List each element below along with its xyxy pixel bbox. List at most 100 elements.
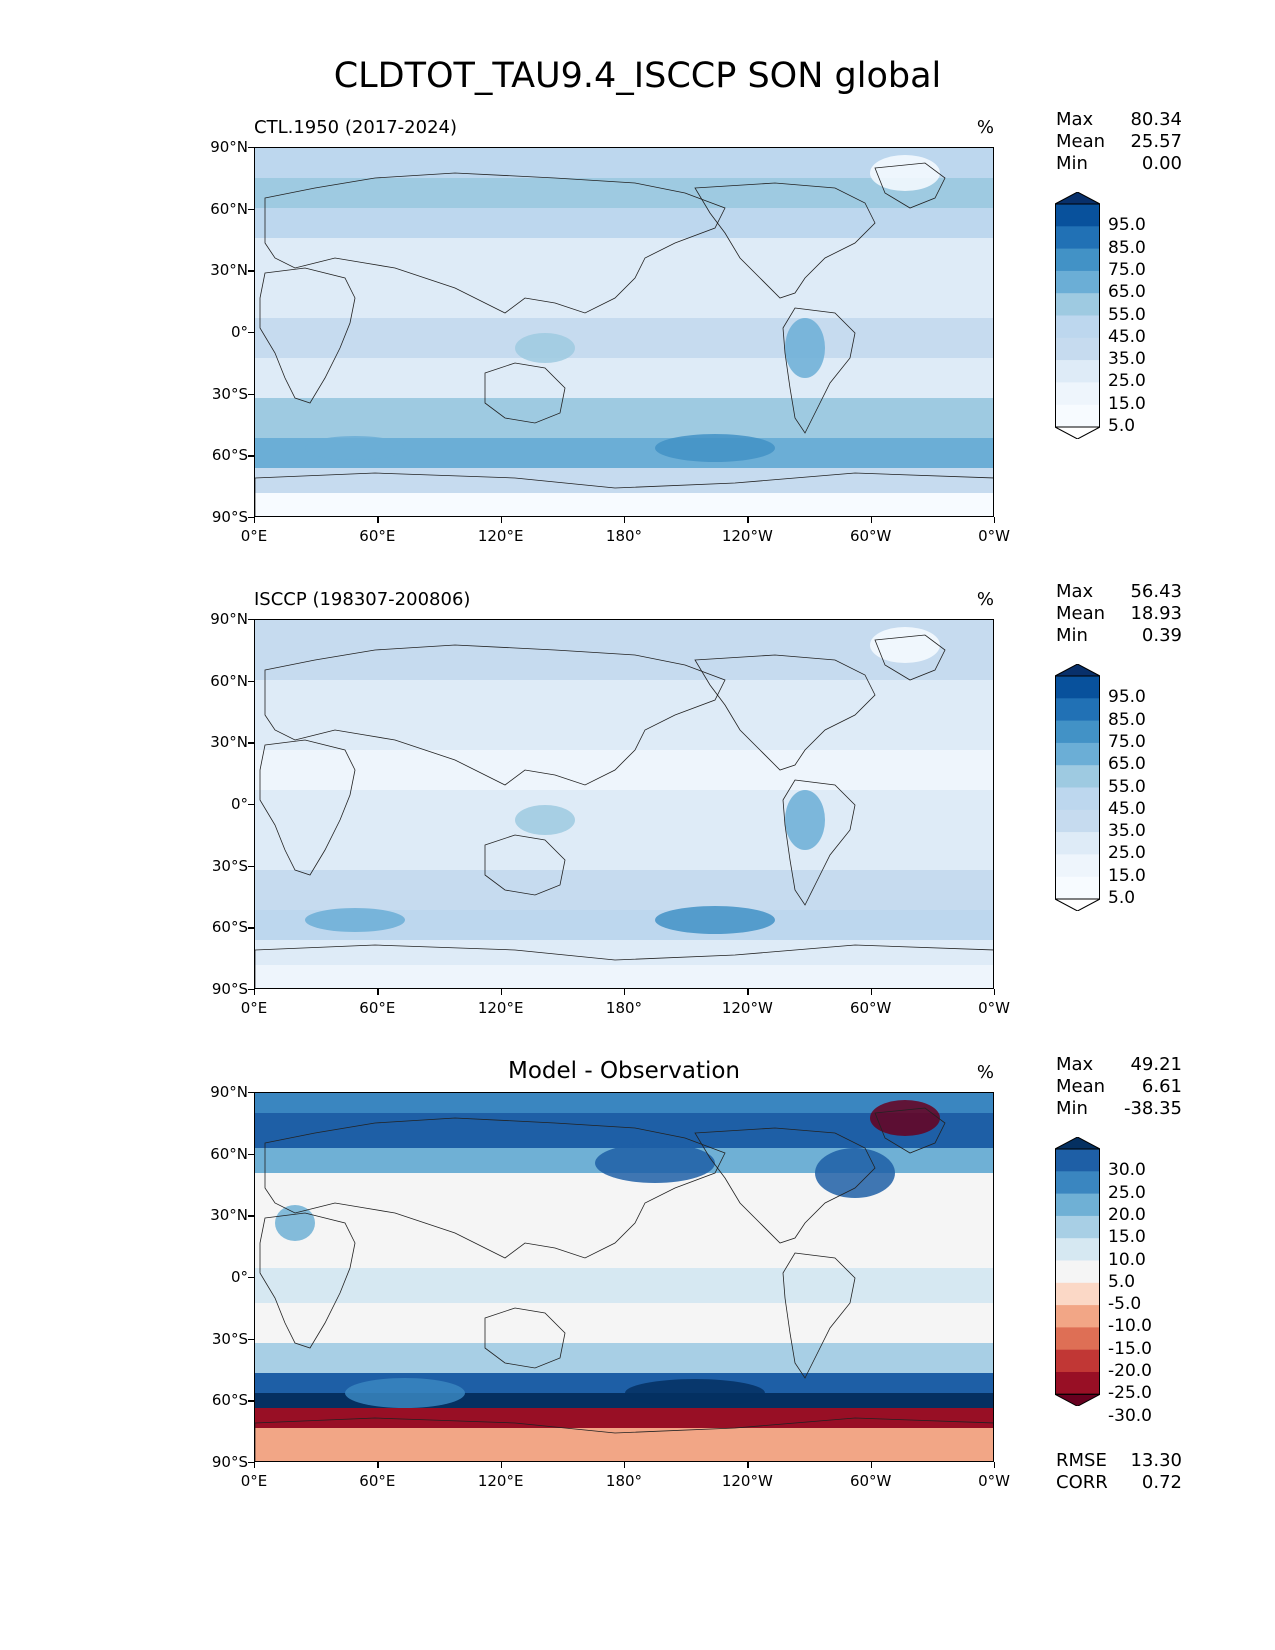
colorbar-outline: [1055, 675, 1100, 900]
colorbar-segment: [1055, 1371, 1100, 1395]
lat-tick-mark: [248, 393, 254, 395]
colorbar-extend-min: [1054, 898, 1101, 912]
stat-value: 0.00: [1141, 153, 1182, 174]
stat-value: 25.57: [1130, 131, 1182, 152]
lat-tick-label: 60°N: [210, 199, 248, 218]
field-blob: [515, 805, 575, 835]
field-band: [255, 1343, 993, 1373]
lon-tick-mark: [377, 989, 379, 995]
colorbar-tick-label: -30.0: [1108, 1405, 1152, 1426]
colorbar-tick-label: 95.0: [1108, 687, 1146, 708]
lat-tick-mark: [248, 804, 254, 806]
lat-tick-mark: [248, 1215, 254, 1217]
stat-label: Min: [1056, 625, 1088, 646]
lat-tick-label: 30°N: [210, 733, 248, 752]
lon-tick-mark: [500, 989, 502, 995]
lat-tick-mark: [248, 742, 254, 744]
colorbar-segment: [1055, 293, 1100, 316]
coastline: [694, 654, 876, 771]
lon-tick-mark: [624, 989, 626, 995]
colorbar: [1054, 191, 1101, 443]
field-blob: [595, 1143, 715, 1183]
coastline: [484, 834, 566, 896]
stat-label: Mean: [1056, 603, 1106, 624]
coastline: [264, 1117, 726, 1259]
coastline: [874, 1107, 946, 1154]
colorbar-tick-label: 25.0: [1108, 1182, 1146, 1203]
lat-tick-mark: [248, 147, 254, 149]
lon-tick-label: 0°E: [240, 1472, 268, 1490]
colorbar-segment: [1055, 676, 1100, 699]
field-band: [255, 1203, 993, 1233]
stat-label: RMSE: [1056, 1450, 1107, 1471]
colorbar-extend-max: [1054, 663, 1101, 677]
colorbar-segment: [1055, 698, 1100, 722]
colorbar-segment: [1055, 854, 1100, 878]
colorbar-extend-min: [1054, 1393, 1101, 1407]
colorbar-segment: [1055, 1238, 1100, 1261]
colorbar-segment: [1055, 1305, 1100, 1328]
lon-tick-label: 180°: [605, 999, 643, 1017]
coastline: [264, 644, 726, 786]
field-band: [255, 1428, 993, 1461]
lon-tick-mark: [870, 517, 872, 523]
field-blob: [785, 790, 825, 850]
colorbar-tick-label: 65.0: [1108, 282, 1146, 303]
stat-value: 80.34: [1130, 109, 1182, 130]
stats-box: Max 49.21 Mean 6.61 Min -38.35: [1056, 1054, 1182, 1120]
map-plot: [254, 619, 994, 989]
lon-tick-mark: [870, 989, 872, 995]
lon-tick-label: 180°: [605, 1472, 643, 1490]
lat-tick-label: 30°N: [210, 261, 248, 280]
lon-tick-mark: [500, 1462, 502, 1468]
lon-tick-mark: [994, 517, 996, 523]
lon-tick-mark: [747, 989, 749, 995]
field-band: [255, 750, 993, 790]
stat-row: Min -38.35: [1056, 1098, 1182, 1120]
stats-box: Max 80.34 Mean 25.57 Min 0.00: [1056, 109, 1182, 175]
lon-tick-mark: [994, 1462, 996, 1468]
lat-tick-label: 60°S: [211, 1391, 248, 1410]
stat-value: -38.35: [1123, 1098, 1182, 1119]
colorbar-segment: [1055, 337, 1100, 361]
field-blob: [870, 1100, 940, 1136]
map-field: [255, 620, 993, 988]
lat-tick-mark: [248, 270, 254, 272]
colorbar: [1054, 1136, 1101, 1410]
coastline: [694, 1127, 876, 1244]
colorbar-segment: [1055, 832, 1100, 855]
units-label: %: [976, 589, 994, 610]
lat-tick-mark: [248, 680, 254, 682]
stat-label: Max: [1056, 581, 1094, 602]
lon-tick-label: 180°: [605, 527, 643, 545]
colorbar-tick-label: 10.0: [1108, 1249, 1146, 1270]
lon-tick-label: 120°E: [477, 527, 524, 545]
lon-tick-mark: [500, 517, 502, 523]
field-band: [255, 238, 993, 278]
coastline: [264, 172, 726, 314]
colorbar-tick-label: 75.0: [1108, 731, 1146, 752]
field-band: [255, 178, 993, 208]
field-blob: [625, 1379, 765, 1407]
lon-tick-label: 0°W: [978, 1472, 1010, 1490]
lon-tick-mark: [377, 1462, 379, 1468]
map-field: [255, 148, 993, 516]
colorbar-segment: [1055, 1327, 1100, 1351]
colorbar-tick-label: 25.0: [1108, 371, 1146, 392]
coastline: [255, 472, 993, 516]
stat-label: Max: [1056, 1054, 1094, 1075]
colorbar-tick-label: -10.0: [1108, 1316, 1152, 1337]
colorbar-tick-label: 55.0: [1108, 776, 1146, 797]
colorbar-outline: [1055, 1148, 1100, 1395]
colorbar-segment: [1055, 1171, 1100, 1195]
field-band: [255, 940, 993, 965]
lon-tick-label: 0°W: [978, 999, 1010, 1017]
lat-tick-mark: [248, 517, 254, 519]
lon-tick-mark: [870, 1462, 872, 1468]
field-band: [255, 710, 993, 750]
colorbar-tick-label: 35.0: [1108, 349, 1146, 370]
field-band: [255, 870, 993, 910]
colorbar-segment: [1055, 1215, 1100, 1239]
lon-tick-label: 60°E: [359, 527, 396, 545]
lat-tick-label: 0°: [230, 1268, 248, 1286]
